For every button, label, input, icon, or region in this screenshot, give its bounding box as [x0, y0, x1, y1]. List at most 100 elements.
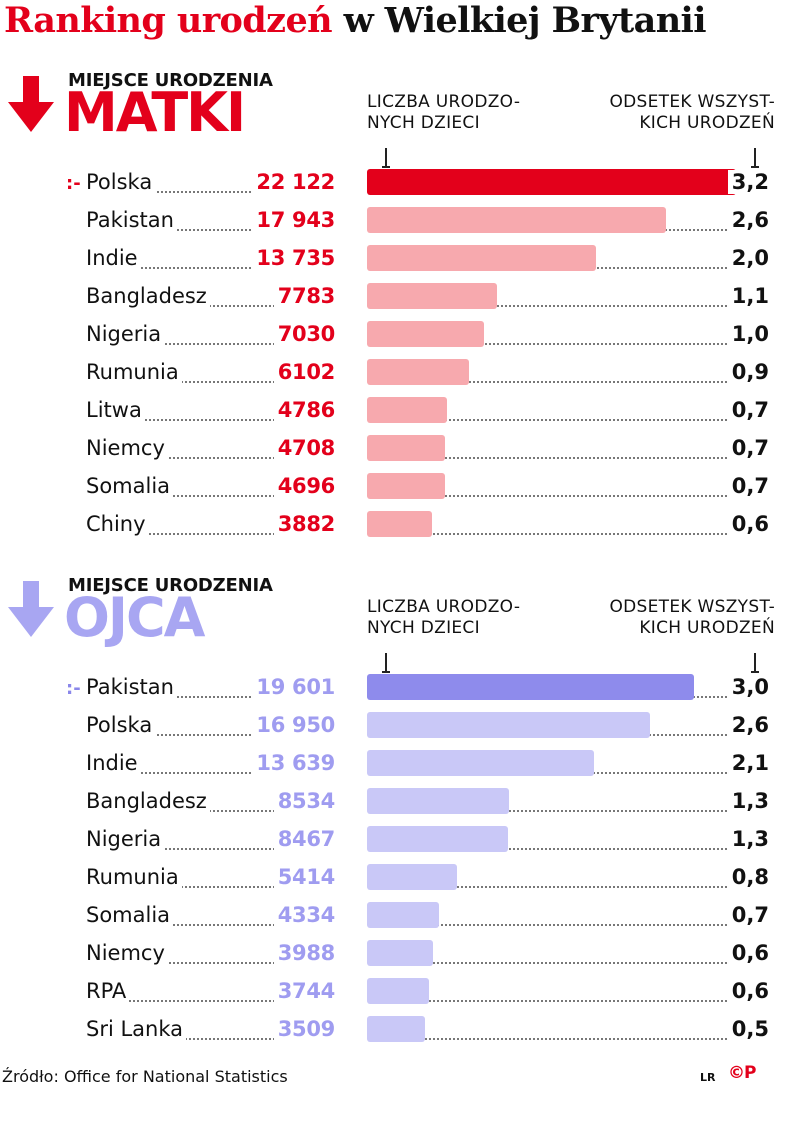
- dotted-leader: [90, 772, 330, 774]
- title-highlight: Ranking urodzeń: [4, 0, 333, 41]
- dotted-leader: [90, 533, 330, 535]
- dotted-leader: [90, 305, 330, 307]
- father-count-column-label: LICZBA URODZO- NYCH DZIECI: [367, 597, 521, 638]
- dotted-leader: [370, 1038, 730, 1040]
- mother-bar: [367, 473, 445, 499]
- father-bar: [367, 826, 508, 852]
- father-row: Niemcy 3988 0,6: [0, 937, 805, 975]
- mother-row: Rumunia 6102 0,9: [0, 356, 805, 394]
- dotted-leader: [370, 848, 730, 850]
- father-row: Rumunia 5414 0,8: [0, 861, 805, 899]
- father-percent-column-label: ODSETEK WSZYST- KICH URODZEŃ: [609, 597, 775, 638]
- dotted-leader: [370, 533, 730, 535]
- mother-percent-value: 0,6: [727, 512, 769, 536]
- dotted-leader: [370, 457, 730, 459]
- mother-count-value: 7783: [273, 284, 335, 308]
- dotted-leader: [370, 419, 730, 421]
- mother-percent-value: 0,9: [727, 360, 769, 384]
- dotted-leader: [90, 1000, 330, 1002]
- father-bar: [367, 864, 457, 890]
- mother-row: Litwa 4786 0,7: [0, 394, 805, 432]
- mother-row: Bangladesz 7783 1,1: [0, 280, 805, 318]
- author-initials: LR: [700, 1071, 716, 1084]
- chart-title: Ranking urodzeń w Wielkiej Brytanii: [4, 0, 707, 41]
- father-country-label: Rumunia: [86, 865, 182, 889]
- dotted-leader: [90, 419, 330, 421]
- mother-row: Somalia 4696 0,7: [0, 470, 805, 508]
- dotted-leader: [90, 886, 330, 888]
- mother-bar: [367, 321, 484, 347]
- mother-country-label: Rumunia: [86, 360, 182, 384]
- father-percent-value: 1,3: [727, 789, 769, 813]
- father-top-marker: :-: [66, 678, 81, 699]
- father-row: Polska 16 950 2,6: [0, 709, 805, 747]
- dotted-leader: [370, 381, 730, 383]
- father-row: Bangladesz 8534 1,3: [0, 785, 805, 823]
- father-row: RPA 3744 0,6: [0, 975, 805, 1013]
- dotted-leader: [90, 343, 330, 345]
- mother-heading: MATKI: [64, 81, 246, 144]
- father-country-label: Indie: [86, 751, 141, 775]
- mother-percent-value: 2,0: [727, 246, 769, 270]
- father-percent-value: 0,6: [727, 979, 769, 1003]
- mother-row: Pakistan 17 943 2,6: [0, 204, 805, 242]
- mother-count-value: 17 943: [252, 208, 335, 232]
- father-row: :- Pakistan 19 601 3,0: [0, 671, 805, 709]
- father-country-label: RPA: [86, 979, 130, 1003]
- dotted-leader: [370, 810, 730, 812]
- father-count-value: 4334: [273, 903, 335, 927]
- father-count-value: 16 950: [252, 713, 335, 737]
- father-count-tick: [382, 653, 390, 673]
- mother-country-label: Niemcy: [86, 436, 168, 460]
- father-bar: [367, 712, 650, 738]
- father-bar: [367, 1016, 425, 1042]
- source-note: Źródło: Office for National Statistics: [2, 1067, 288, 1086]
- mother-country-label: Indie: [86, 246, 141, 270]
- father-count-value: 3744: [273, 979, 335, 1003]
- father-row: Sri Lanka 3509 0,5: [0, 1013, 805, 1051]
- dotted-leader: [370, 1000, 730, 1002]
- father-country-label: Somalia: [86, 903, 174, 927]
- mother-row: Niemcy 4708 0,7: [0, 432, 805, 470]
- father-count-value: 8467: [273, 827, 335, 851]
- mother-count-value: 7030: [273, 322, 335, 346]
- mother-bar: [367, 245, 596, 271]
- dotted-leader: [90, 191, 330, 193]
- father-country-label: Pakistan: [86, 675, 177, 699]
- mother-country-label: Bangladesz: [86, 284, 210, 308]
- dotted-leader: [370, 962, 730, 964]
- mother-count-column-label: LICZBA URODZO- NYCH DZIECI: [367, 92, 521, 133]
- arrow-down-violet-icon: [8, 581, 54, 637]
- mother-country-label: Pakistan: [86, 208, 177, 232]
- dotted-leader: [370, 886, 730, 888]
- mother-percent-value: 0,7: [727, 398, 769, 422]
- title-rest: w Wielkiej Brytanii: [343, 0, 707, 41]
- mother-percent-value: 0,7: [727, 436, 769, 460]
- mother-bar: [367, 169, 736, 195]
- mother-bar: [367, 511, 432, 537]
- father-bar: [367, 978, 429, 1004]
- father-bar: [367, 750, 594, 776]
- mother-count-value: 22 122: [252, 170, 335, 194]
- mother-subtitle: MIEJSCE URODZENIA: [68, 70, 273, 91]
- mother-percent-tick: [751, 148, 759, 168]
- father-bar: [367, 940, 433, 966]
- father-percent-value: 0,5: [727, 1017, 769, 1041]
- mother-count-value: 4696: [273, 474, 335, 498]
- mother-percent-value: 0,7: [727, 474, 769, 498]
- mother-count-value: 6102: [273, 360, 335, 384]
- mother-country-label: Somalia: [86, 474, 174, 498]
- dotted-leader: [90, 381, 330, 383]
- mother-bar: [367, 207, 666, 233]
- father-country-label: Bangladesz: [86, 789, 210, 813]
- mother-country-label: Litwa: [86, 398, 145, 422]
- father-percent-value: 2,1: [727, 751, 769, 775]
- father-row: Somalia 4334 0,7: [0, 899, 805, 937]
- dotted-leader: [90, 495, 330, 497]
- dotted-leader: [370, 343, 730, 345]
- mother-percent-column-label: ODSETEK WSZYST- KICH URODZEŃ: [609, 92, 775, 133]
- mother-count-tick: [382, 148, 390, 168]
- mother-percent-value: 1,1: [727, 284, 769, 308]
- father-bar: [367, 674, 694, 700]
- dotted-leader: [370, 305, 730, 307]
